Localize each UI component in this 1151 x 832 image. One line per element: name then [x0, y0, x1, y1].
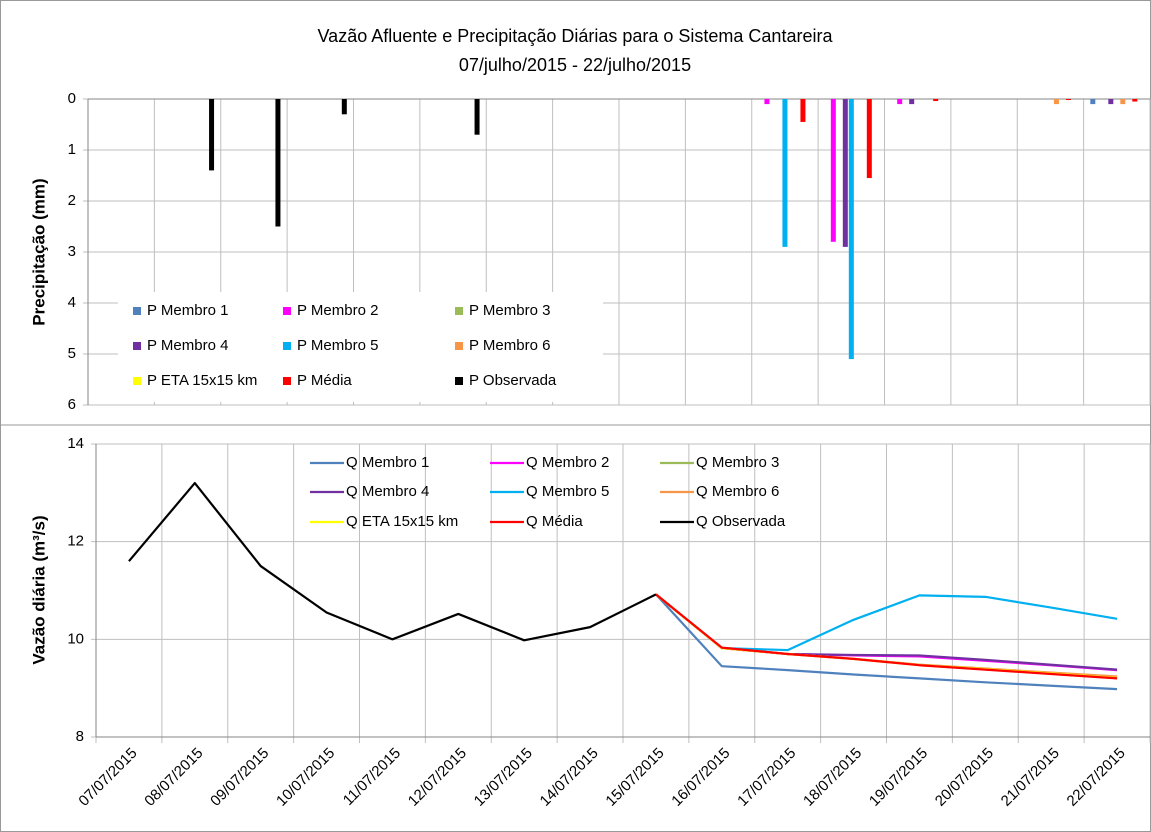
legend-marker	[283, 377, 291, 385]
y-tick-label: 3	[68, 243, 76, 260]
bar	[474, 99, 480, 135]
y-tick-label: 14	[67, 435, 84, 452]
bar	[1053, 99, 1059, 105]
legend-label: Q Membro 2	[526, 454, 609, 471]
bar	[209, 99, 215, 171]
legend-label: Q Média	[526, 513, 583, 530]
bar	[275, 99, 281, 227]
y-axis-title: Precipitação (mm)	[29, 178, 48, 325]
bar	[1090, 99, 1096, 105]
legend-label: Q Membro 3	[696, 454, 779, 471]
legend-label: P Observada	[469, 372, 557, 389]
bar	[909, 99, 915, 105]
bar	[897, 99, 903, 105]
y-tick-label: 1	[68, 141, 76, 158]
legend-marker	[455, 377, 463, 385]
bar	[341, 99, 347, 115]
y-axis-title: Vazão diária (m³/s)	[29, 515, 48, 664]
series-line	[655, 593, 1118, 680]
legend-marker	[133, 342, 141, 350]
legend-marker	[455, 342, 463, 350]
legend-label: P Membro 1	[147, 302, 228, 319]
legend-label: Q Membro 6	[696, 483, 779, 500]
legend-marker	[283, 342, 291, 350]
legend-marker	[133, 307, 141, 315]
legend-label: P Membro 6	[469, 337, 550, 354]
legend-label: P Membro 5	[297, 337, 378, 354]
y-tick-label: 0	[68, 90, 76, 107]
bar	[764, 99, 770, 105]
y-tick-label: 12	[67, 533, 84, 550]
legend-label: Q ETA 15x15 km	[346, 513, 458, 530]
bar	[866, 99, 872, 179]
y-tick-label: 2	[68, 192, 76, 209]
bar	[782, 99, 788, 247]
legend-label: Q Membro 4	[346, 483, 429, 500]
legend-box	[118, 292, 603, 402]
bar	[842, 99, 848, 247]
chart-title: Vazão Afluente e Precipitação Diárias pa…	[318, 26, 834, 46]
bar	[1120, 99, 1126, 105]
y-tick-label: 10	[67, 630, 84, 647]
legend-marker	[283, 307, 291, 315]
legend-label: P Média	[297, 372, 352, 389]
legend-label: P Membro 4	[147, 337, 228, 354]
legend-label: Q Membro 5	[526, 483, 609, 500]
legend-label: Q Observada	[696, 513, 786, 530]
bar	[800, 99, 806, 122]
series-line	[128, 481, 657, 642]
legend-label: Q Membro 1	[346, 454, 429, 471]
legend-label: P ETA 15x15 km	[147, 372, 257, 389]
y-tick-label: 8	[76, 728, 84, 745]
y-tick-label: 5	[68, 345, 76, 362]
legend-label: P Membro 2	[297, 302, 378, 319]
y-tick-label: 6	[68, 396, 76, 413]
bar	[848, 99, 854, 360]
bar	[933, 99, 939, 102]
y-tick-label: 4	[68, 294, 76, 311]
chart-subtitle: 07/julho/2015 - 22/julho/2015	[459, 55, 691, 75]
bar	[830, 99, 836, 242]
legend-label: P Membro 3	[469, 302, 550, 319]
bar	[1065, 99, 1071, 101]
legend-marker	[133, 377, 141, 385]
bar	[1132, 99, 1138, 102]
series-line	[655, 593, 1118, 691]
legend-marker	[455, 307, 463, 315]
bar	[1108, 99, 1114, 105]
